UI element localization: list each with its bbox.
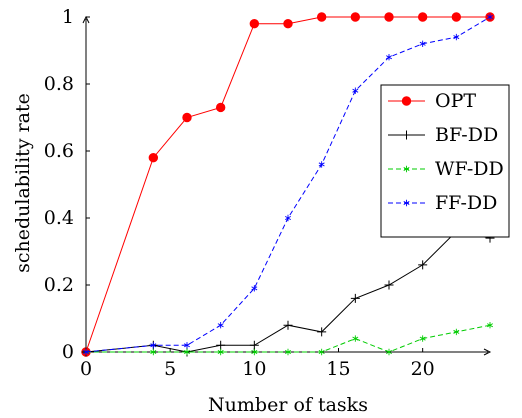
data-point-ff-dd xyxy=(487,13,493,21)
series-line-ff-dd xyxy=(85,16,491,353)
y-axis-title: schedulability rate xyxy=(12,93,34,273)
tick-labels: 0 5 10 15 20 0 0.2 0.4 0.6 0.8 1 xyxy=(44,6,435,380)
data-point-ff-dd xyxy=(352,87,359,94)
legend: OPT BF-DD WF-DD FF-DD xyxy=(380,84,510,238)
data-point-ff-dd xyxy=(251,285,258,292)
data-point-opt xyxy=(249,19,260,29)
data-point-ff-dd xyxy=(419,40,426,47)
x-tick-label: 5 xyxy=(164,358,176,380)
legend-item-opt: OPT xyxy=(388,90,476,112)
data-point-wf-dd xyxy=(487,322,493,329)
data-point-opt xyxy=(350,12,361,22)
legend-marker xyxy=(402,130,411,140)
data-point-bf-dd xyxy=(249,340,259,350)
data-point-ff-dd xyxy=(217,322,224,329)
legend-box xyxy=(380,84,510,238)
y-tick-label: 0.2 xyxy=(44,274,74,296)
data-point-bf-dd xyxy=(384,280,394,290)
data-point-opt xyxy=(417,12,428,22)
data-point-wf-dd xyxy=(453,328,460,336)
series-line-opt xyxy=(85,16,490,353)
data-point-opt xyxy=(451,12,462,22)
series-ff-dd xyxy=(83,13,493,356)
data-point-ff-dd xyxy=(318,161,325,168)
data-point-wf-dd xyxy=(352,335,359,342)
data-point-wf-dd xyxy=(217,348,224,356)
legend-item-wf-dd: WF-DD xyxy=(388,158,504,180)
legend-marker xyxy=(403,199,410,207)
data-point-wf-dd xyxy=(184,348,190,356)
legend-item-ff-dd: FF-DD xyxy=(388,192,497,214)
x-tick-label: 0 xyxy=(80,358,92,380)
y-tick-label: 1 xyxy=(62,6,74,28)
series-opt xyxy=(81,12,495,357)
series-wf-dd xyxy=(83,322,493,356)
y-tick-label: 0.4 xyxy=(44,207,74,229)
legend-item-bf-dd: BF-DD xyxy=(388,124,498,146)
data-point-ff-dd xyxy=(150,342,157,349)
y-tick-label: 0.6 xyxy=(44,140,74,162)
series-line-wf-dd xyxy=(86,324,491,353)
legend-label: BF-DD xyxy=(435,124,498,146)
data-point-wf-dd xyxy=(285,348,291,356)
data-point-wf-dd xyxy=(318,348,325,356)
data-point-ff-dd xyxy=(285,214,291,222)
data-point-ff-dd xyxy=(453,33,460,41)
data-point-bf-dd xyxy=(418,260,428,270)
legend-marker xyxy=(401,96,412,106)
data-point-ff-dd xyxy=(184,342,190,349)
data-point-opt xyxy=(215,102,226,113)
x-tick-label: 15 xyxy=(326,358,350,380)
series-line-bf-dd xyxy=(85,230,491,353)
data-point-bf-dd xyxy=(317,327,327,337)
data-point-ff-dd xyxy=(83,348,89,356)
data-point-bf-dd xyxy=(283,320,293,330)
y-tick-label: 0 xyxy=(62,341,74,363)
x-tick-label: 20 xyxy=(411,358,435,380)
data-point-wf-dd xyxy=(386,348,392,356)
data-point-wf-dd xyxy=(251,348,258,356)
data-point-opt xyxy=(384,12,394,22)
legend-label: WF-DD xyxy=(435,158,504,180)
data-point-opt xyxy=(148,153,159,163)
data-point-ff-dd xyxy=(386,54,392,61)
x-tick-label: 10 xyxy=(242,358,266,380)
x-axis-title: Number of tasks xyxy=(208,394,368,416)
y-tick-label: 0.8 xyxy=(44,73,74,95)
legend-marker xyxy=(403,165,410,173)
data-point-wf-dd xyxy=(419,335,426,342)
data-point-bf-dd xyxy=(350,293,360,303)
data-point-wf-dd xyxy=(150,348,157,356)
x-axis-arrow xyxy=(483,348,492,356)
data-point-opt xyxy=(283,19,293,29)
legend-label: FF-DD xyxy=(435,192,497,214)
legend-label: OPT xyxy=(435,90,476,112)
data-point-opt xyxy=(316,12,327,22)
data-point-opt xyxy=(182,112,192,123)
data-point-bf-dd xyxy=(216,340,226,350)
